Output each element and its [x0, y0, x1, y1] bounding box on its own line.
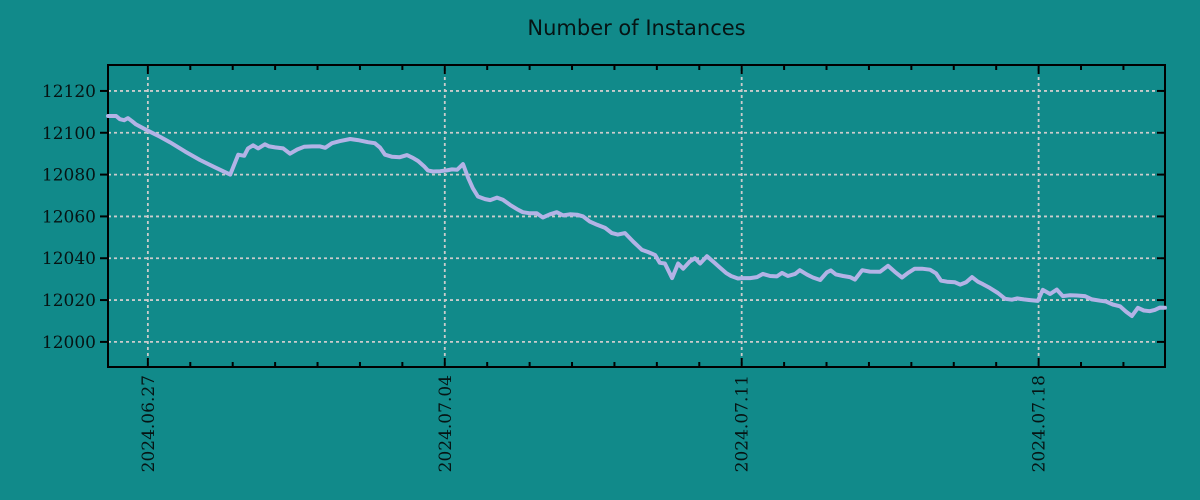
y-tick-label: 12080	[42, 166, 96, 186]
y-tick-label: 12120	[42, 82, 96, 102]
y-tick-label: 12000	[42, 333, 96, 353]
y-tick-labels: 12000 12020 12040 12060 12080 12100 12120	[42, 82, 96, 353]
chart-title: Number of Instances	[527, 16, 746, 40]
y-tick-label: 12020	[42, 291, 96, 311]
x-tick-label: 2024.06.27	[139, 375, 159, 472]
y-tick-label: 12100	[42, 124, 96, 144]
plot-frame	[107, 64, 1166, 368]
x-tick-label: 2024.07.18	[1030, 375, 1050, 472]
axis-ticks	[100, 65, 1165, 367]
gridlines	[108, 65, 1165, 367]
y-tick-label: 12060	[42, 207, 96, 227]
data-line-instances	[106, 114, 1167, 318]
x-tick-label: 2024.07.04	[436, 375, 456, 472]
y-tick-label: 12040	[42, 249, 96, 269]
x-tick-labels: 2024.06.27 2024.07.04 2024.07.11 2024.07.18	[139, 375, 1050, 472]
x-tick-label: 2024.07.11	[733, 375, 753, 472]
